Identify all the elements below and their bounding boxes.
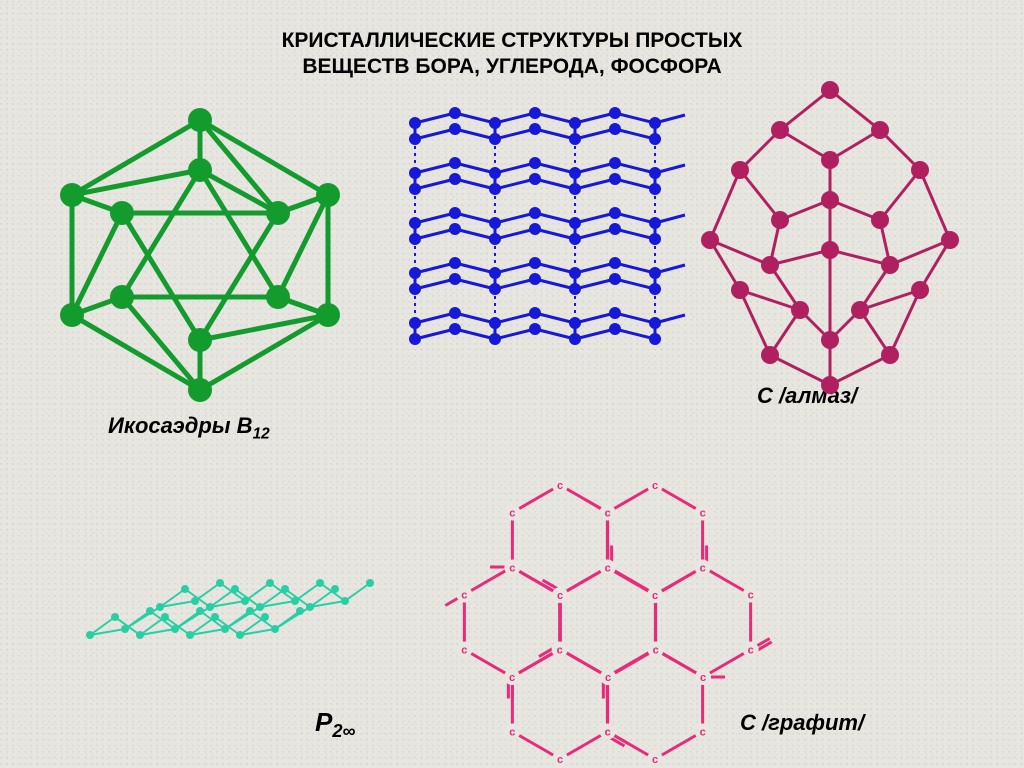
svg-text:c: c — [557, 645, 563, 657]
svg-text:c: c — [700, 508, 706, 520]
svg-text:c: c — [748, 590, 754, 602]
svg-text:c: c — [605, 508, 611, 520]
phosphorus-diagram — [70, 485, 410, 715]
svg-text:c: c — [652, 590, 658, 602]
svg-text:c: c — [700, 672, 706, 684]
svg-text:c: c — [557, 480, 563, 492]
svg-text:c: c — [461, 590, 467, 602]
svg-text:c: c — [509, 563, 515, 575]
svg-text:c: c — [652, 754, 658, 766]
svg-text:c: c — [509, 508, 515, 520]
graphite-3d-diagram — [395, 105, 740, 420]
svg-text:c: c — [605, 563, 611, 575]
svg-text:c: c — [557, 590, 563, 602]
diamond-diagram — [710, 90, 1010, 420]
svg-text:c: c — [557, 754, 563, 766]
svg-text:c: c — [605, 672, 611, 684]
svg-text:c: c — [700, 727, 706, 739]
svg-text:c: c — [509, 727, 515, 739]
svg-text:c: c — [653, 645, 659, 657]
svg-text:c: c — [652, 480, 658, 492]
svg-text:c: c — [748, 645, 754, 657]
svg-text:c: c — [461, 645, 467, 657]
svg-text:c: c — [605, 727, 611, 739]
icosahedron-diagram — [0, 0, 400, 420]
svg-text:c: c — [700, 563, 706, 575]
carbyne-diagram: cccccccccccccccccccccccc — [440, 440, 820, 760]
svg-text:c: c — [509, 672, 515, 684]
